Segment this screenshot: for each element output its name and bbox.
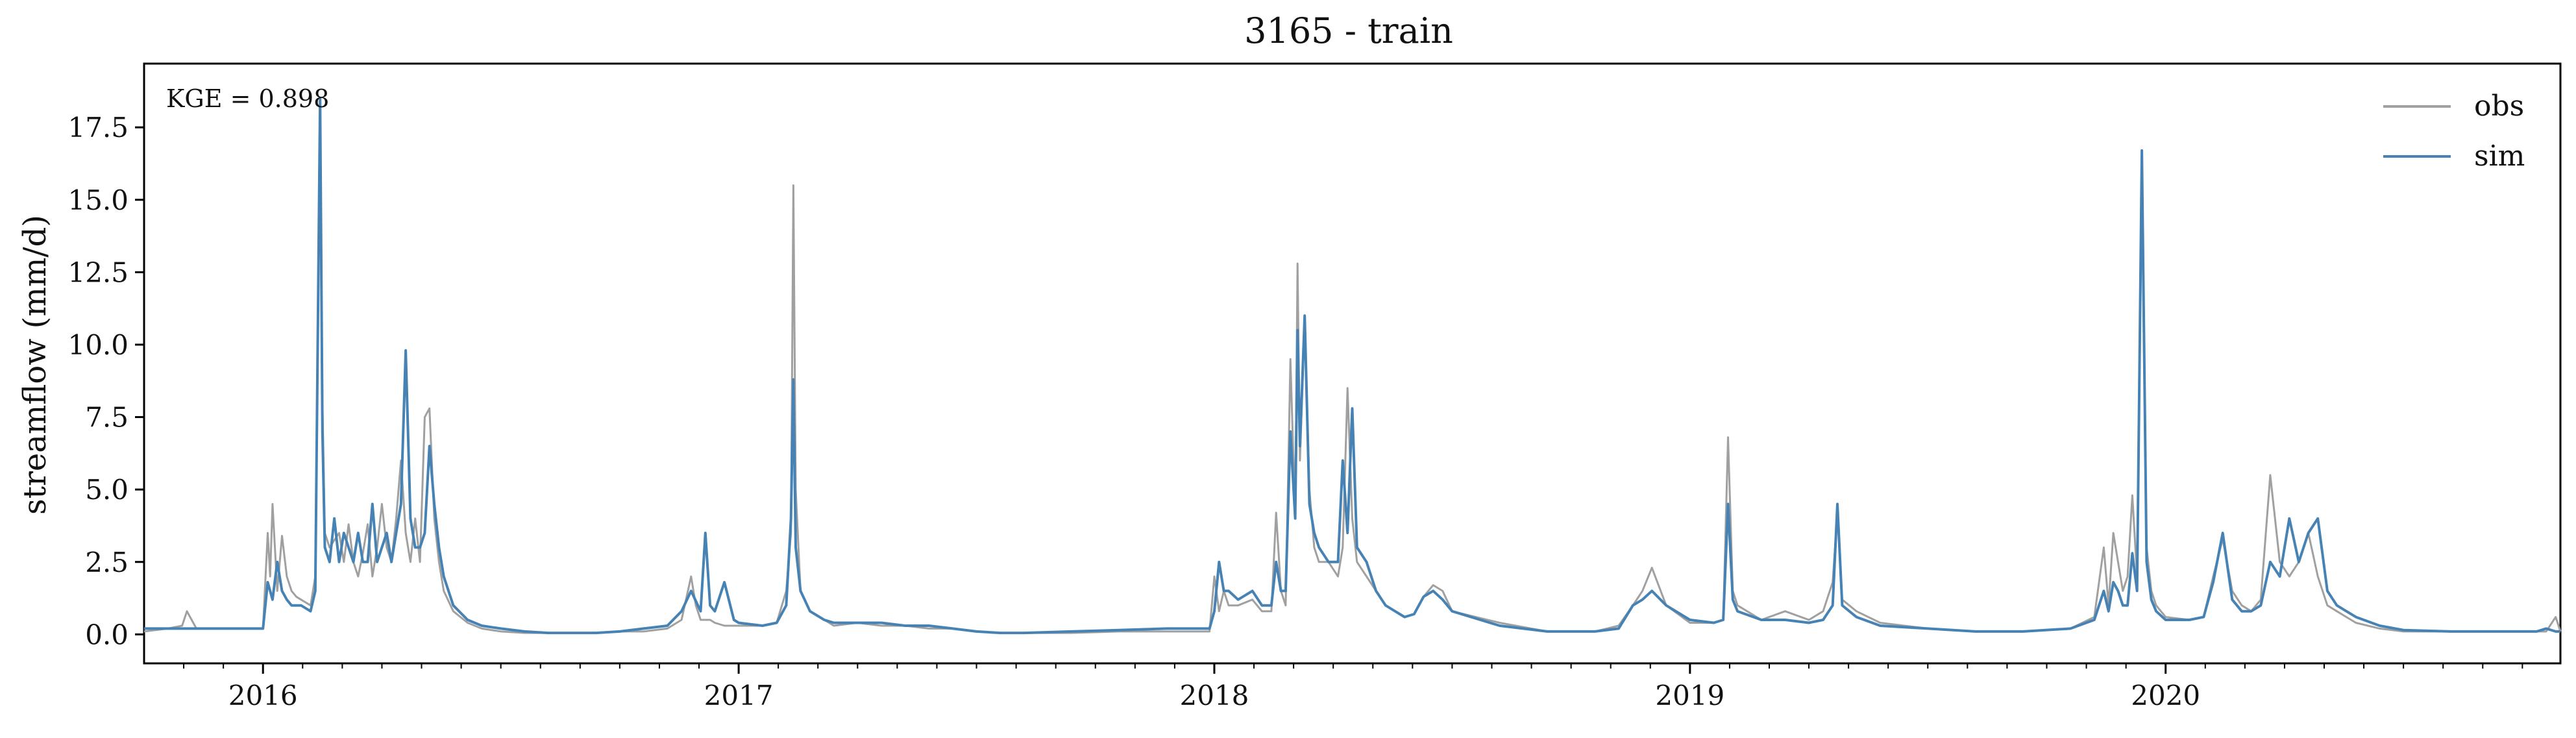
chart-title: 3165 - train xyxy=(1244,10,1453,51)
y-tick-label: 10.0 xyxy=(67,329,129,361)
x-tick-label: 2020 xyxy=(2131,680,2200,711)
series-layer xyxy=(143,97,2562,635)
y-tick-label: 12.5 xyxy=(67,256,129,288)
kge-annotation: KGE = 0.898 xyxy=(166,84,329,113)
x-tick-label: 2017 xyxy=(704,680,774,711)
legend-label-sim: sim xyxy=(2474,140,2525,173)
x-tick-label: 2016 xyxy=(228,680,298,711)
y-tick-label: 2.5 xyxy=(85,547,129,578)
x-tick-label: 2018 xyxy=(1180,680,1249,711)
y-tick-label: 5.0 xyxy=(85,474,129,506)
x-axis-ticks: 2016 2017 2018 2019 2020 xyxy=(183,663,2523,711)
y-tick-label: 15.0 xyxy=(67,184,129,216)
series-line-obs xyxy=(143,126,2562,634)
legend-label-obs: obs xyxy=(2474,90,2524,123)
plot-area xyxy=(143,62,2562,665)
y-axis-ticks: 0.0 2.5 5.0 7.5 10.0 12.5 15.0 17.5 xyxy=(67,112,144,650)
y-tick-label: 17.5 xyxy=(67,112,129,143)
x-tick-label: 2019 xyxy=(1655,680,1724,711)
y-tick-label: 0.0 xyxy=(85,619,129,650)
plot-frame xyxy=(143,62,2562,665)
legend: obs sim xyxy=(2383,90,2525,173)
y-axis-label: streamflow (mm/d) xyxy=(17,215,53,515)
y-tick-label: 7.5 xyxy=(85,402,129,434)
series-line-sim xyxy=(144,97,2560,635)
